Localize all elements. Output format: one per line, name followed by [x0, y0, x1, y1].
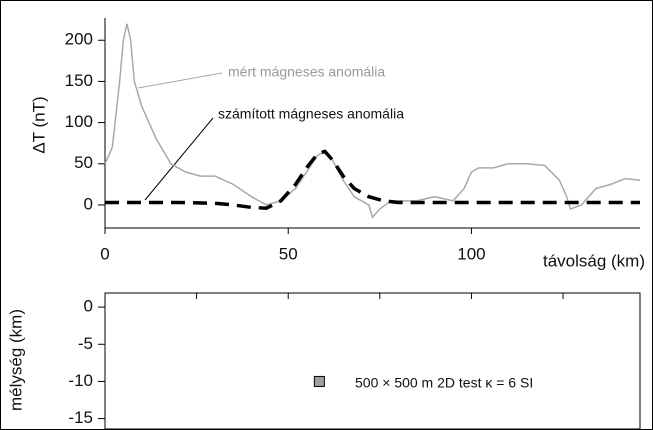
leader-line [144, 117, 214, 201]
series-line [104, 23, 641, 219]
y-tick-label: 50 [74, 153, 93, 172]
annotation: számított mágneses anomália [218, 106, 404, 122]
y-axis-title: ΔT (nT) [29, 96, 48, 153]
y-tick-label: 0 [84, 194, 93, 213]
annotation: 500 × 500 m 2D test κ = 6 SI [355, 375, 533, 391]
x-tick-label: 50 [279, 244, 298, 263]
y-tick-label: 150 [65, 71, 93, 90]
x-tick-label: 100 [457, 244, 485, 263]
y-tick-label: -5 [78, 334, 93, 353]
point [313, 375, 325, 387]
x-tick-label: 0 [100, 244, 109, 263]
y-tick-label: 200 [65, 30, 93, 49]
y-tick-label: 0 [84, 297, 93, 316]
plot-frame [104, 292, 641, 430]
y-tick-label: 100 [65, 112, 93, 131]
y-tick-label: -15 [68, 408, 93, 427]
leader-line [137, 72, 223, 89]
y-axis-title: mélység (km) [6, 309, 25, 411]
series-line [105, 149, 640, 211]
y-tick-label: -10 [68, 371, 93, 390]
annotation: mért mágneses anomália [228, 64, 385, 80]
x-axis-title: távolság (km) [543, 251, 645, 270]
